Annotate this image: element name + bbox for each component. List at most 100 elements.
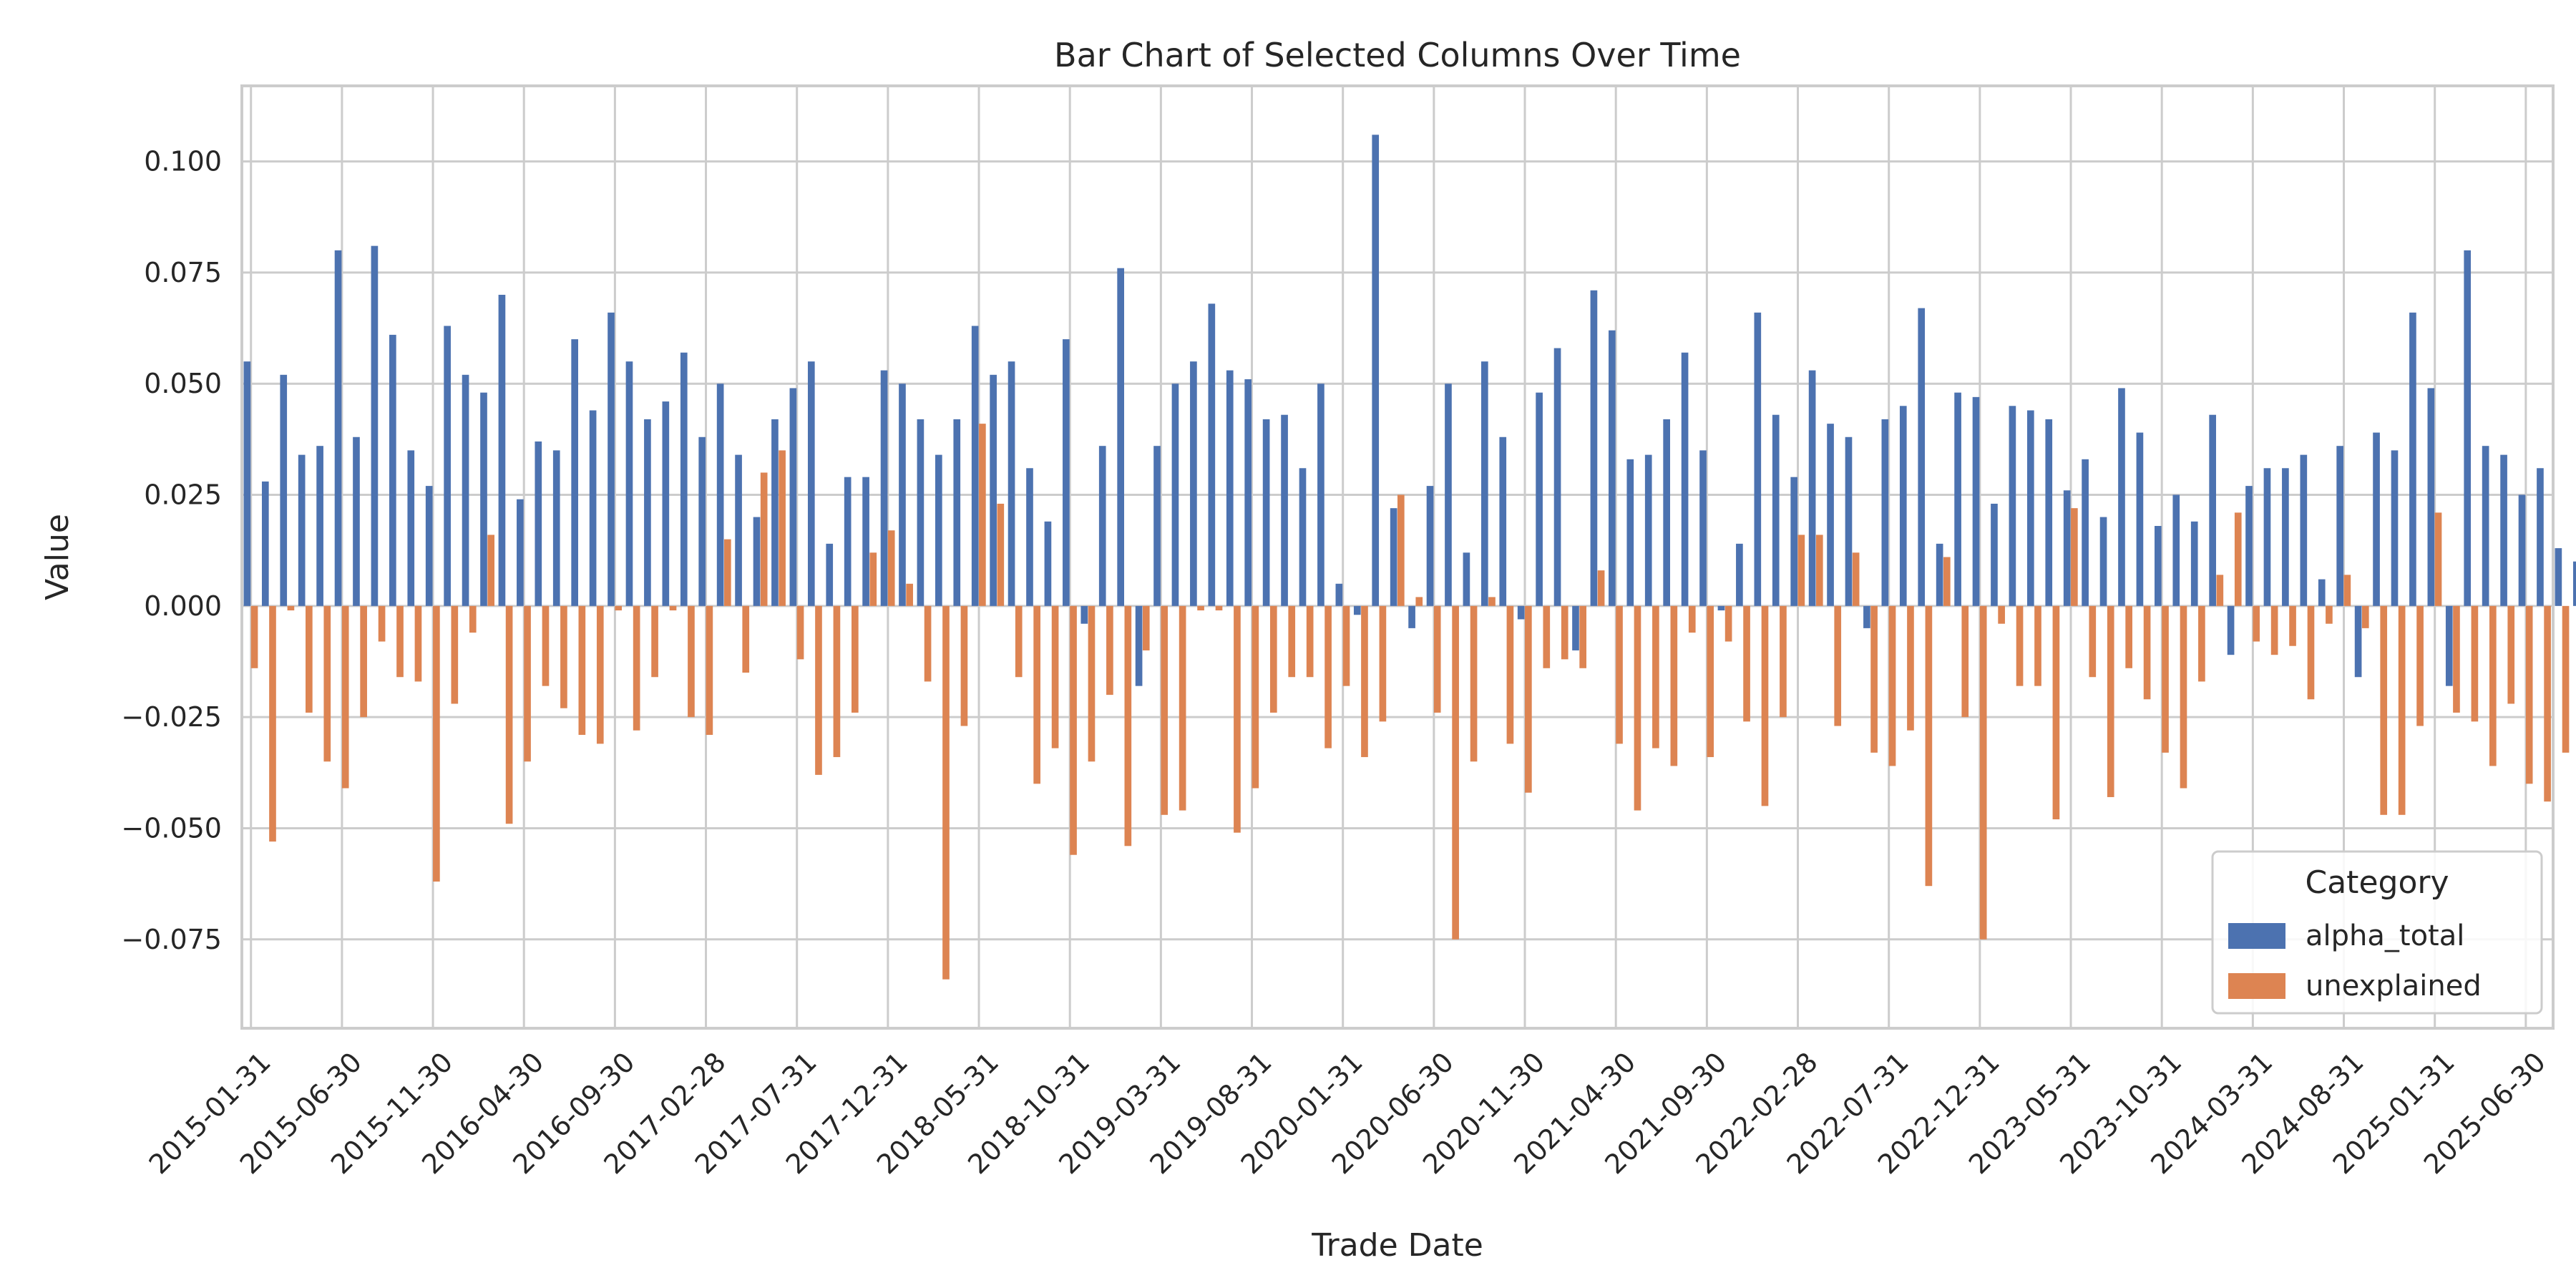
bar-unexplained: [742, 605, 750, 673]
bar-unexplained: [1397, 494, 1405, 606]
bar-alpha-total: [2209, 414, 2216, 606]
bar-unexplained: [269, 605, 276, 842]
bar-alpha-total: [1408, 605, 1415, 628]
bar-unexplained: [688, 605, 695, 718]
bar-alpha-total: [1372, 135, 1380, 606]
bar-unexplained: [887, 530, 895, 606]
bar-unexplained: [323, 605, 331, 762]
bar-alpha-total: [1190, 361, 1197, 606]
bar-unexplained: [1433, 605, 1441, 713]
bar-unexplained: [2507, 605, 2515, 704]
bar-unexplained: [505, 605, 513, 824]
bar-alpha-total: [1754, 312, 1762, 606]
bar-alpha-total: [2118, 388, 2125, 606]
bar-alpha-total: [2500, 454, 2507, 606]
grid-lines: [242, 86, 2553, 1028]
bar-alpha-total: [1936, 543, 1943, 606]
bar-alpha-total: [1790, 477, 1798, 606]
bar-unexplained: [796, 605, 804, 660]
bar-alpha-total: [971, 326, 979, 606]
bar-alpha-total: [1827, 424, 1834, 606]
y-tick-label: −0.050: [121, 812, 222, 844]
bar-unexplained: [451, 605, 459, 704]
bar-unexplained: [1888, 605, 1896, 766]
bar-alpha-total: [1899, 406, 1907, 606]
bar-alpha-total: [1590, 290, 1598, 606]
bar-unexplained: [1797, 535, 1805, 606]
bar-alpha-total: [771, 419, 779, 606]
bar-unexplained: [1361, 605, 1368, 758]
bar-unexplained: [1743, 605, 1750, 722]
bar-alpha-total: [1918, 308, 1926, 606]
bar-unexplained: [997, 503, 1005, 606]
bar-alpha-total: [1644, 454, 1652, 606]
bar-unexplained: [2016, 605, 2024, 686]
bar-unexplained: [1379, 605, 1387, 722]
bar-unexplained: [2216, 575, 2224, 606]
bar-alpha-total: [261, 481, 269, 606]
bar-alpha-total: [2099, 517, 2107, 606]
legend-swatch-alpha-total: [2228, 923, 2285, 949]
bar-alpha-total: [625, 361, 633, 606]
bar-unexplained: [1780, 605, 1787, 718]
bar-unexplained: [1324, 605, 1332, 748]
y-tick-label: −0.025: [121, 701, 222, 733]
bar-unexplained: [1616, 605, 1623, 744]
bar-alpha-total: [2555, 548, 2562, 606]
bar-alpha-total: [243, 361, 251, 606]
bar-unexplained: [2453, 605, 2460, 713]
bar-alpha-total: [1463, 552, 1470, 606]
bar-alpha-total: [1153, 446, 1161, 606]
bar-unexplained: [815, 605, 822, 775]
chart-title: Bar Chart of Selected Columns Over Time: [1054, 36, 1741, 74]
bar-unexplained: [542, 605, 550, 686]
bar-unexplained: [779, 450, 786, 606]
bar-alpha-total: [680, 352, 688, 606]
y-tick-labels: 0.100 0.075 0.050 0.025 0.000 −0.025 −0.050 −0.…: [121, 146, 222, 955]
bar-alpha-total: [334, 250, 342, 606]
bar-alpha-total: [2464, 250, 2472, 606]
bar-unexplained: [524, 605, 531, 762]
bar-alpha-total: [880, 370, 888, 606]
bar-unexplained: [578, 605, 586, 735]
bar-alpha-total: [2282, 468, 2289, 606]
bar-alpha-total: [407, 450, 415, 606]
bar-alpha-total: [608, 312, 615, 606]
bar-unexplained: [651, 605, 658, 678]
bar-unexplained: [2089, 605, 2097, 678]
bar-alpha-total: [2318, 579, 2326, 606]
bar-alpha-total: [2009, 406, 2016, 606]
bar-alpha-total: [1281, 414, 1288, 606]
bar-unexplained: [2034, 605, 2041, 686]
bar-unexplained: [2380, 605, 2388, 815]
bar-alpha-total: [1572, 605, 1579, 650]
bar-alpha-total: [1845, 436, 1853, 606]
bar-unexplained: [2125, 605, 2132, 668]
bar-unexplained: [1033, 605, 1041, 784]
bar-unexplained: [1215, 605, 1223, 611]
bar-alpha-total: [1991, 503, 1998, 606]
bar-unexplained: [433, 605, 440, 882]
bar-unexplained: [360, 605, 367, 718]
bar-alpha-total: [444, 326, 451, 606]
bar-unexplained: [2307, 605, 2315, 700]
bar-unexplained: [1815, 535, 1823, 606]
bar-alpha-total: [1609, 330, 1616, 606]
y-tick-label: 0.075: [144, 257, 222, 288]
bar-unexplained: [1943, 557, 1951, 606]
bar-unexplained: [1161, 605, 1169, 815]
bar-alpha-total: [2136, 432, 2144, 606]
bar-unexplained: [1288, 605, 1296, 678]
bar-alpha-total: [2354, 605, 2362, 678]
bar-alpha-total: [844, 477, 852, 606]
bar-alpha-total: [1881, 419, 1889, 606]
bar-unexplained: [1306, 605, 1314, 678]
bar-alpha-total: [353, 436, 360, 606]
bar-alpha-total: [2172, 494, 2180, 606]
bar-alpha-total: [2409, 312, 2416, 606]
bar-unexplained: [706, 605, 713, 735]
bar-alpha-total: [1426, 486, 1434, 606]
bar-alpha-total: [1262, 419, 1270, 606]
legend-label-unexplained: unexplained: [2306, 970, 2482, 1002]
bar-alpha-total: [2572, 561, 2576, 606]
